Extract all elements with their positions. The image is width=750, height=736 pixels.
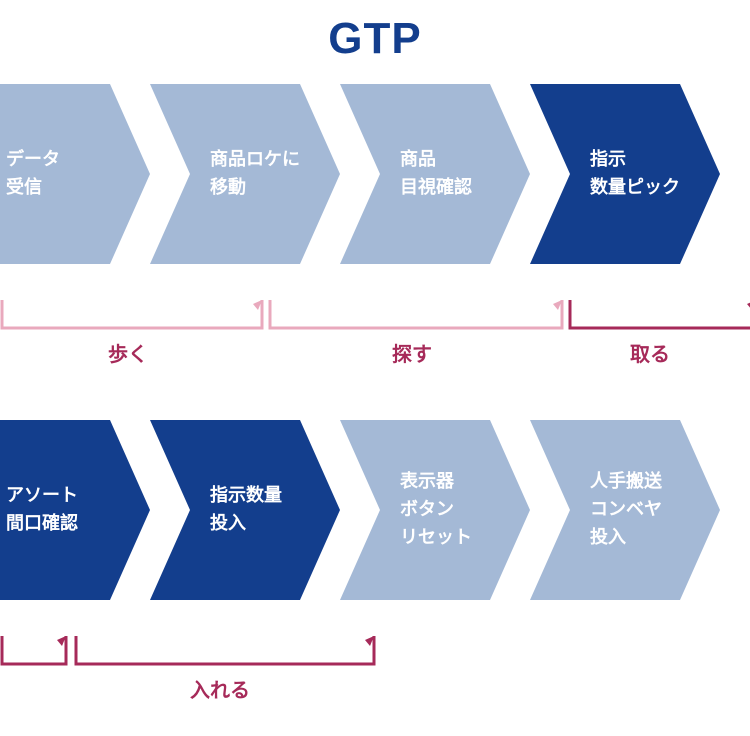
chevron-step: 人手搬送 コンベヤ 投入: [530, 420, 720, 600]
chevron-step-label: 表示器 ボタン リセット: [400, 468, 472, 552]
chevron-step: 指示数量 投入: [150, 420, 340, 600]
chevron-step: 商品 目視確認: [340, 84, 530, 264]
bracket-label: 入れる: [190, 674, 250, 703]
bracket: [266, 296, 566, 332]
chevron-step: アソート 間口確認: [0, 420, 150, 600]
chevron-step-label: アソート 間口確認: [6, 482, 78, 538]
chevron-step-label: 商品ロケに 移動: [210, 146, 300, 202]
chevron-row-0: データ 受信 商品ロケに 移動 商品 目視確認 指示 数量ピック: [0, 84, 750, 264]
chevron-step-label: 指示数量 投入: [210, 482, 282, 538]
bracket: [72, 632, 378, 668]
chevron-step: 表示器 ボタン リセット: [340, 420, 530, 600]
chevron-step: 商品ロケに 移動: [150, 84, 340, 264]
chevron-step: データ 受信: [0, 84, 150, 264]
chevron-step: 指示 数量ピック: [530, 84, 720, 264]
chevron-step-label: 商品 目視確認: [400, 146, 472, 202]
bracket-group-0: 歩く探す取る: [0, 296, 750, 324]
page-title: GTP: [0, 0, 750, 64]
bracket-label: 探す: [392, 338, 432, 367]
chevron-row-1: アソート 間口確認 指示数量 投入 表示器 ボタン リセット 人手搬送 コンベヤ 投入: [0, 420, 750, 600]
chevron-step-label: 人手搬送 コンベヤ 投入: [590, 468, 662, 552]
chevron-step-label: 指示 数量ピック: [590, 146, 680, 202]
bracket-label: 取る: [630, 338, 670, 367]
chevron-step-label: データ 受信: [6, 146, 60, 202]
bracket: [566, 296, 750, 332]
bracket: [0, 632, 70, 668]
bracket-group-1: 入れる: [0, 632, 750, 660]
bracket-label: 歩く: [108, 338, 148, 367]
bracket: [0, 296, 266, 332]
